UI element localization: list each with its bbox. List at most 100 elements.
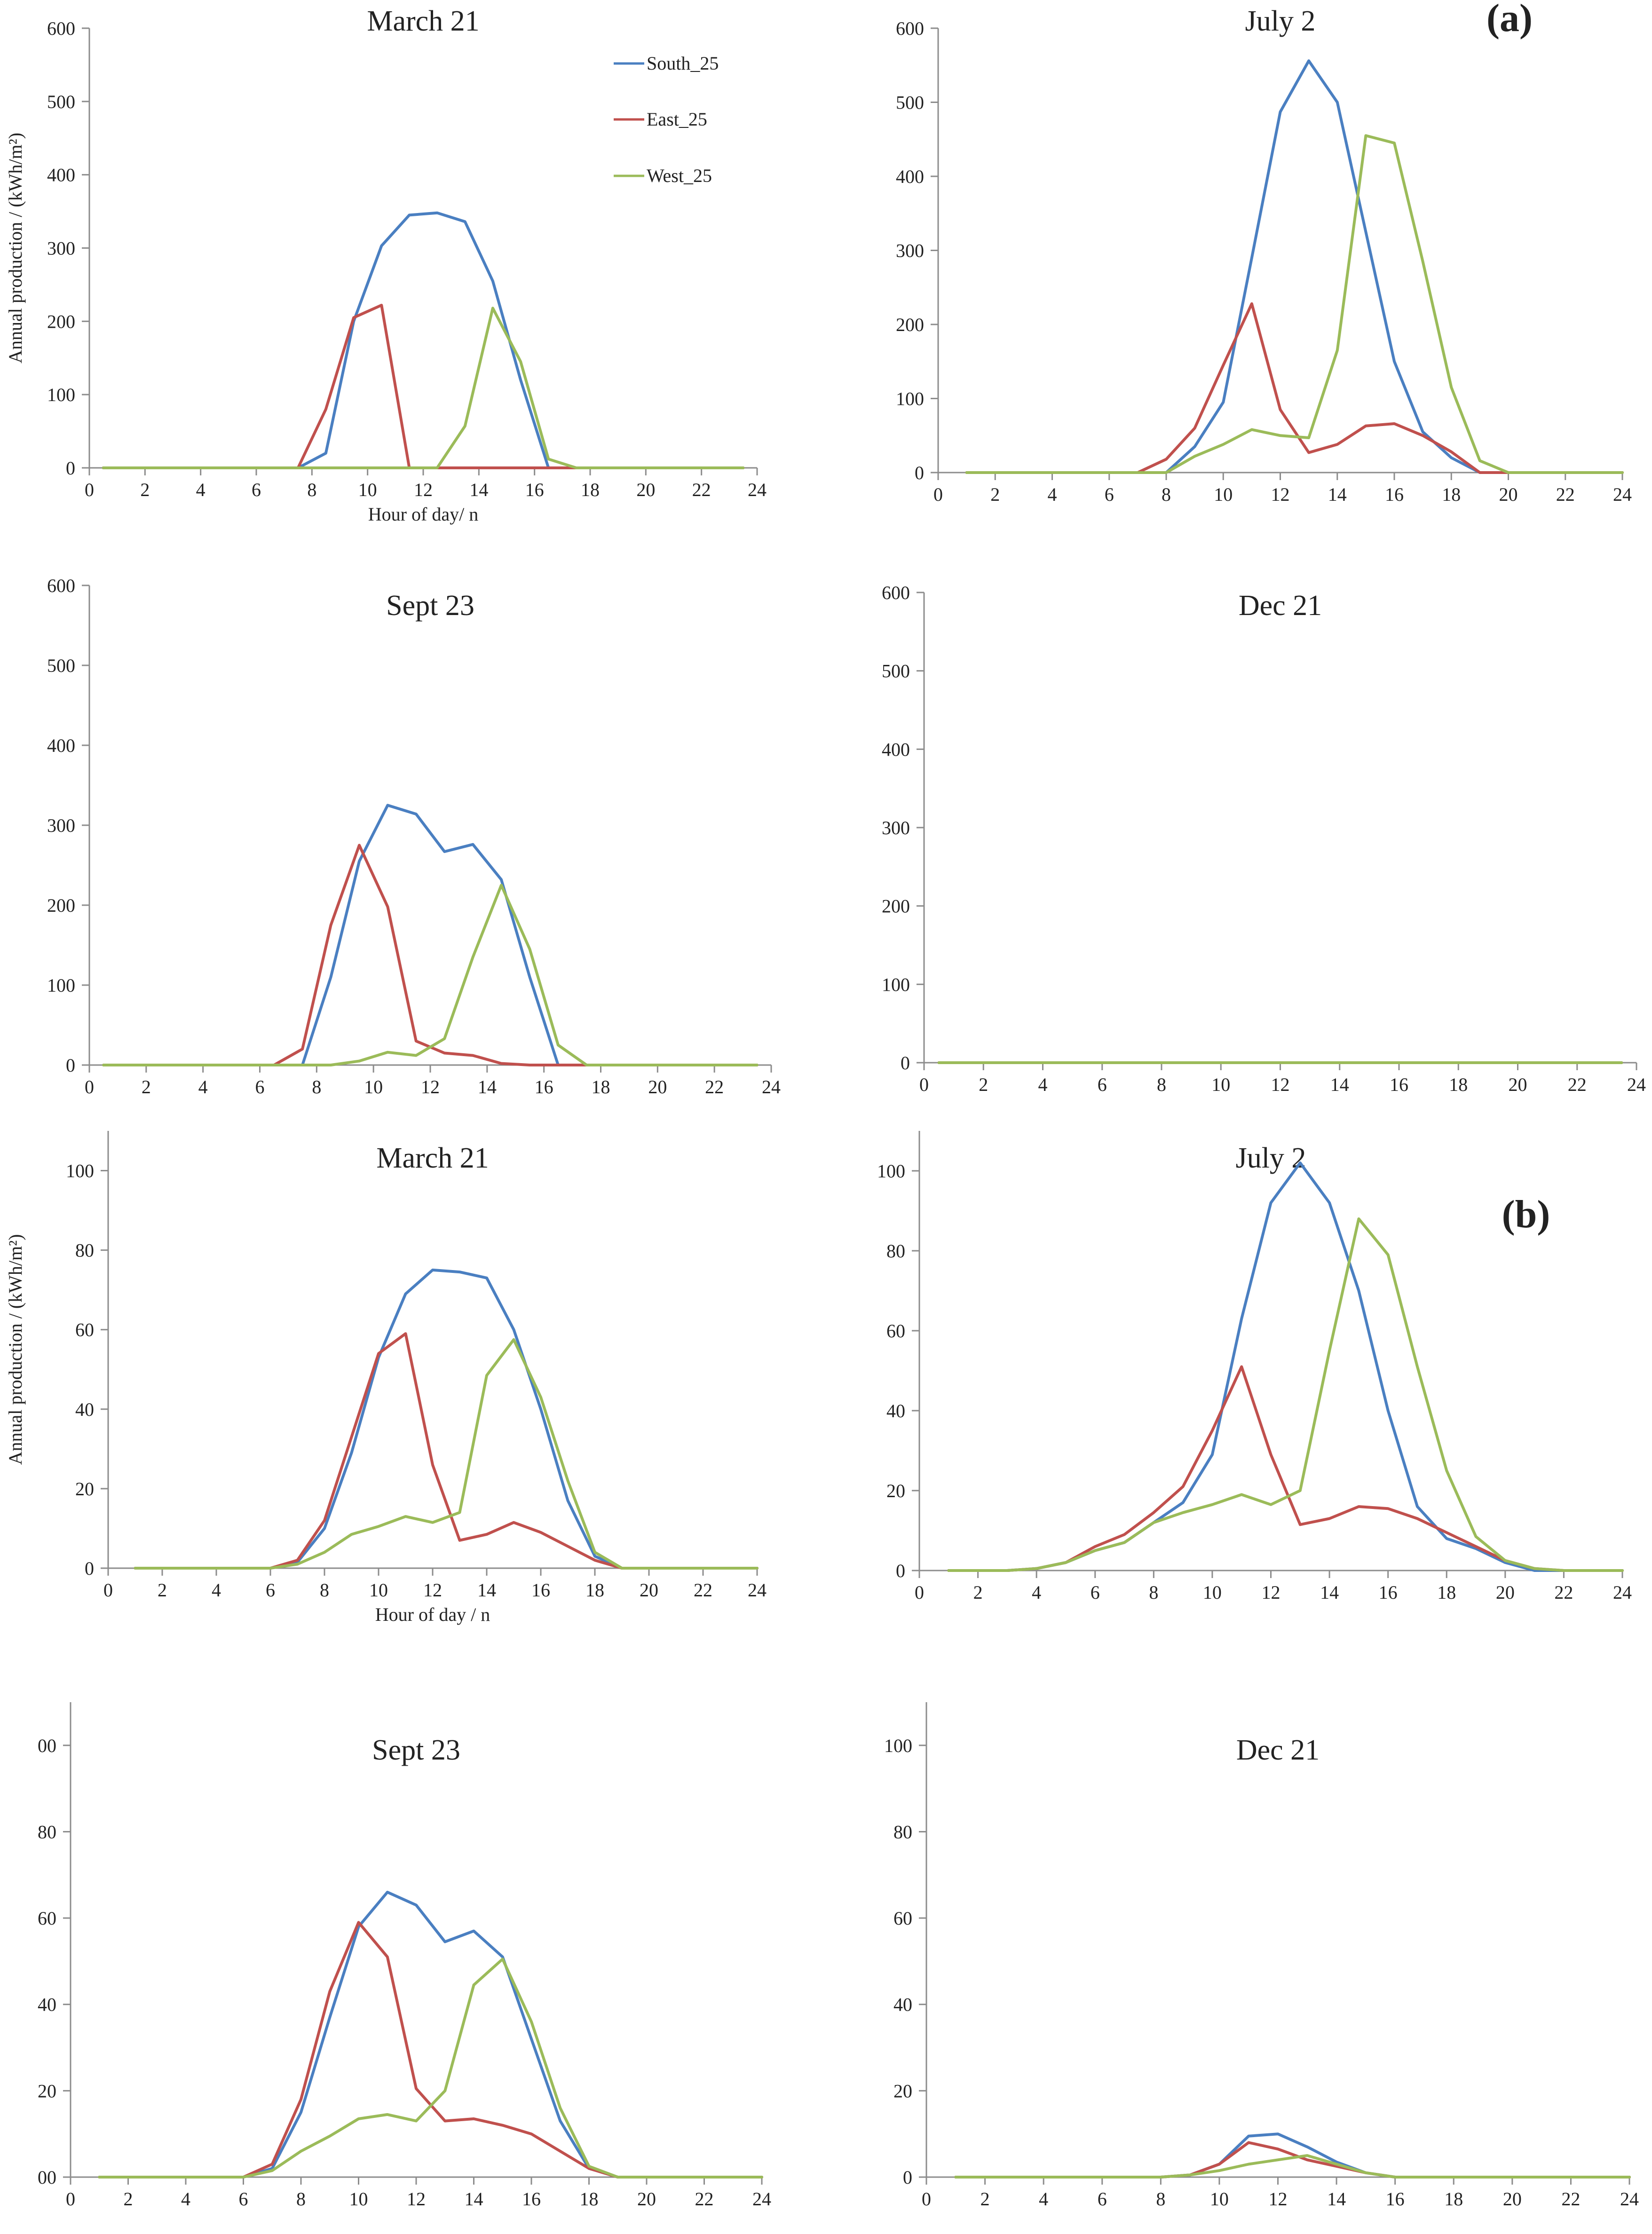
y-tick-label: 400 [882,739,910,760]
x-tick-label: 8 [1149,1582,1158,1603]
x-tick-label: 6 [1098,1074,1107,1095]
panel-label-a: (a) [1486,0,1533,40]
y-tick-label: 500 [47,91,75,112]
x-tick-label: 10 [1214,484,1233,505]
x-tick-label: 4 [1038,1074,1048,1095]
y-axis-label: Annual production / (kWh/m²) [5,1234,26,1465]
y-tick-label: 0 [66,458,75,479]
chart-panel-2: 0 2 4 6 8 10 12 14 16 18 20 22 240100200300400500600… [896,5,1632,505]
x-tick-label: 24 [752,2188,771,2210]
x-axis-label: Hour of day / n [375,1604,490,1625]
x-tick-label: 12 [1262,1582,1280,1603]
y-tick-label: 0 [903,2167,912,2188]
x-tick-label: 22 [692,479,711,500]
x-tick-label: 16 [535,1076,553,1097]
series-line-east [954,2141,1631,2179]
x-tick-label: 22 [1568,1074,1587,1095]
x-tick-label: 8 [296,2188,306,2210]
x-tick-label: 24 [748,1579,767,1601]
y-tick-label: 0 [915,462,924,483]
x-tick-label: 4 [181,2188,190,2210]
y-tick-label: 60 [886,1320,905,1342]
y-tick-label: 100 [47,384,75,405]
y-tick-label: 80 [38,1821,56,1842]
x-tick-label: 2 [973,1582,983,1603]
y-tick-label: 300 [47,815,75,836]
x-tick-label: 22 [695,2188,714,2210]
x-tick-label: 12 [407,2188,426,2210]
series-line-west [102,884,759,1066]
series-line-south [134,1268,759,1570]
x-tick-label: 12 [1271,484,1290,505]
y-tick-label: 40 [886,1400,905,1421]
x-tick-label: 18 [1444,2188,1463,2210]
y-tick-label: 0 [85,1558,94,1579]
x-tick-label: 0 [933,484,943,505]
legend-label-south: South_25 [647,53,719,74]
x-tick-label: 0 [85,1076,94,1097]
series-line-south [965,59,1624,474]
x-tick-label: 14 [1328,484,1347,505]
chart-panel-3: 0 2 4 6 8 10 12 14 16 18 20 22 240100200300400500600… [47,575,781,1097]
y-tick-label: 400 [47,165,75,186]
x-tick-label: 14 [1320,1582,1339,1603]
y-tick-label: 0 [66,1055,75,1076]
series-line-west [947,1217,1624,1572]
x-tick-label: 24 [1620,2188,1639,2210]
x-tick-label: 4 [212,1579,221,1601]
y-tick-label: 200 [47,311,75,332]
y-tick-label: 300 [896,240,924,261]
y-tick-label: 100 [896,388,924,410]
y-tick-label: 300 [882,817,910,838]
y-tick-label: 60 [75,1319,94,1341]
y-tick-label: 20 [75,1478,94,1500]
x-tick-label: 12 [414,479,433,500]
x-tick-label: 22 [1561,2188,1580,2210]
x-tick-label: 8 [307,479,316,500]
x-tick-label: 6 [255,1076,265,1097]
x-tick-label: 2 [142,1076,151,1097]
x-tick-label: 4 [1039,2188,1048,2210]
x-tick-label: 14 [478,1076,497,1097]
x-tick-label: 14 [469,479,488,500]
x-tick-label: 0 [66,2188,75,2210]
y-tick-label: 100 [66,1160,94,1182]
x-tick-label: 8 [1162,484,1171,505]
x-tick-label: 16 [522,2188,541,2210]
x-tick-label: 20 [640,1579,658,1601]
series-line-east [965,302,1624,474]
x-tick-label: 6 [1098,2188,1107,2210]
y-tick-label: 100 [47,975,75,996]
x-tick-label: 0 [85,479,94,500]
x-tick-label: 10 [1210,2188,1229,2210]
series-line-east [947,1365,1624,1572]
y-axis-label: Annual production / (kWh/m²) [5,133,26,363]
chart-title: Sept 23 [386,590,474,622]
x-tick-label: 16 [1379,1582,1398,1603]
x-tick-label: 24 [762,1076,781,1097]
x-tick-label: 2 [979,1074,988,1095]
y-tick-label: 600 [47,18,75,39]
y-tick-label: 600 [47,575,75,596]
x-tick-label: 24 [748,479,767,500]
x-tick-label: 8 [312,1076,321,1097]
x-tick-label: 10 [1211,1074,1230,1095]
x-tick-label: 0 [103,1579,113,1601]
y-tick-label: 600 [896,18,924,39]
y-tick-label: 400 [896,166,924,187]
y-tick-label: 00 [38,2167,56,2188]
series-line-south [102,804,759,1066]
x-tick-label: 12 [423,1579,442,1601]
chart-panel-1: 0 2 4 6 8 10 12 14 16 18 20 22 240100200300400500600… [5,5,767,525]
x-tick-label: 24 [1613,1582,1632,1603]
x-tick-label: 8 [1157,1074,1166,1095]
x-axis-label: Hour of day/ n [368,504,478,525]
y-tick-label: 100 [884,1735,912,1756]
x-tick-label: 14 [465,2188,483,2210]
x-tick-label: 22 [1554,1582,1573,1603]
series-line-west [102,307,745,469]
series-line-west [134,1338,759,1570]
